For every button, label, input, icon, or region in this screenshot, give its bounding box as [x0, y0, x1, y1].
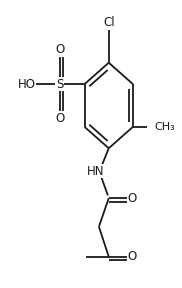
Text: O: O — [127, 250, 137, 263]
Text: HN: HN — [87, 165, 104, 178]
Text: O: O — [127, 192, 137, 205]
Text: Cl: Cl — [103, 16, 114, 29]
Text: O: O — [55, 43, 64, 56]
Text: HO: HO — [17, 77, 35, 91]
Text: O: O — [55, 112, 64, 125]
Text: CH₃: CH₃ — [154, 122, 175, 132]
Text: S: S — [56, 77, 63, 91]
